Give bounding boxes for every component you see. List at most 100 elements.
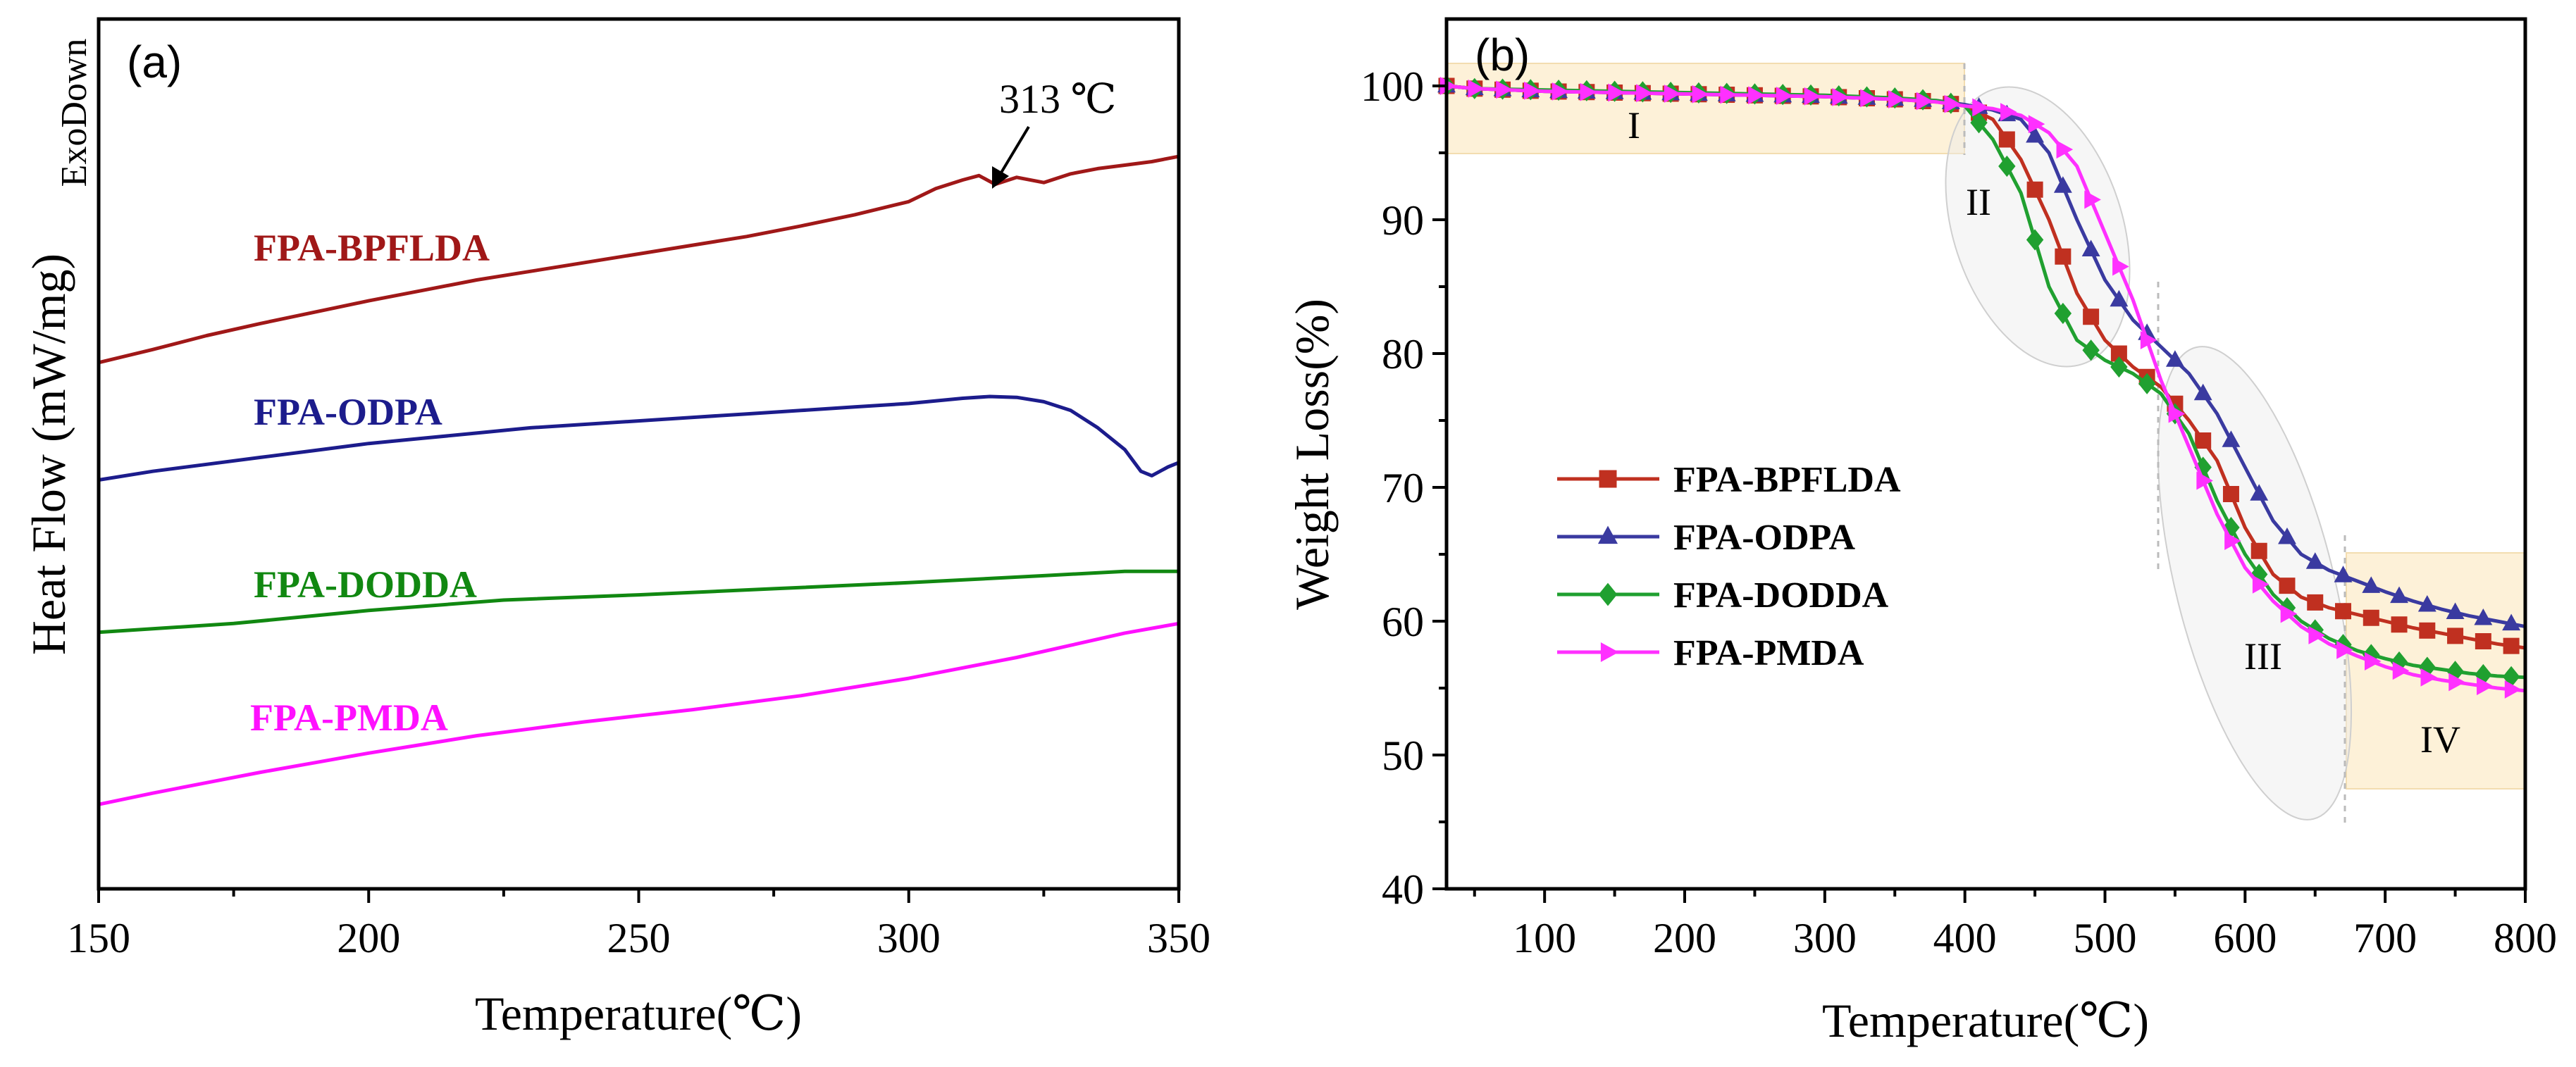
legend-label-fpa-odpa: FPA-ODPA [1673,518,1855,558]
legend-label-fpa-dodda: FPA-DODDA [1673,575,1889,616]
legend-marker-fpa-odpa [1597,525,1618,544]
marker-fpa-bpflda [2279,578,2296,594]
panel-b: 100 200 300 400 500 600 700 800 40 50 60 70 80 90100 … [1285,17,2557,1047]
line-fpa-odpa [98,394,1179,482]
annotation-arrow-shaft [998,125,1030,177]
marker-fpa-odpa [2250,484,2269,501]
marker-fpa-pmda [2084,190,2101,209]
marker-fpa-pmda [2280,604,2298,623]
panel-a-ticks: 150 200 250 300 350 [67,889,1210,961]
annotation-arrow-head [992,166,1009,189]
marker-fpa-bpflda [2363,609,2379,626]
marker-fpa-odpa [2193,383,2212,401]
x-tick-label: 300 [1793,915,1857,961]
marker-fpa-bpflda [1998,131,2015,148]
panel-b-x-axis-title: Temperature(℃) [1822,994,2149,1047]
marker-fpa-pmda [1888,90,1905,108]
marker-fpa-odpa [2474,608,2493,625]
marker-fpa-bpflda [2222,486,2239,502]
marker-fpa-odpa [2081,239,2100,257]
marker-fpa-bpflda [2419,622,2436,639]
y-tick-label: 90 [1382,197,1424,244]
marker-fpa-dodda [2026,229,2044,251]
line-fpa-dodda [98,569,1179,635]
marker-fpa-odpa [2165,350,2184,367]
x-tick-label: 700 [2353,915,2417,961]
annotation-text: 313 ℃ [999,76,1116,122]
y-tick-label: 80 [1382,331,1424,377]
marker-fpa-pmda [2252,575,2270,594]
y-tick-label: 100 [1361,63,1424,110]
marker-fpa-dodda [2082,339,2100,361]
marker-fpa-bpflda [2026,181,2043,198]
series-label-fpa-bpflda: FPA-BPFLDA [254,227,490,269]
marker-fpa-bpflda [2447,628,2464,644]
marker-fpa-odpa [2305,552,2324,569]
marker-fpa-pmda [1972,98,1989,117]
x-tick-label: 200 [1653,915,1716,961]
line-fpa-bpflda [98,154,1179,365]
marker-fpa-pmda [1776,87,1793,106]
marker-fpa-pmda [2196,471,2213,490]
marker-fpa-odpa [2362,576,2381,593]
marker-fpa-pmda [2140,331,2157,349]
marker-fpa-dodda [1970,112,1988,134]
marker-fpa-pmda [1804,87,1821,106]
region-label-iii: III [2244,635,2282,678]
marker-fpa-odpa [2026,126,2045,143]
marker-fpa-odpa [2334,566,2353,582]
marker-fpa-pmda [1636,84,1653,103]
x-tick-label: 150 [67,915,130,961]
marker-fpa-pmda [2420,668,2438,687]
panel-a-y-axis-title: Heat Flow (mW/mg) [22,254,75,655]
marker-fpa-pmda [1496,80,1513,99]
marker-fpa-dodda [2138,373,2156,394]
region-label-iv: IV [2420,718,2460,761]
series-label-fpa-odpa: FPA-ODPA [254,391,442,433]
marker-fpa-bpflda [2391,616,2408,633]
panel-b-label: (b) [1475,30,1530,80]
marker-fpa-pmda [2504,680,2522,699]
marker-fpa-odpa [2222,430,2241,447]
marker-fpa-pmda [2308,626,2325,644]
legend-label-fpa-bpflda: FPA-BPFLDA [1673,460,1901,500]
marker-fpa-bpflda [2195,432,2212,449]
marker-fpa-pmda [2336,640,2353,659]
marker-fpa-odpa [2110,289,2129,307]
marker-fpa-odpa [2417,594,2436,612]
marker-fpa-odpa [2446,602,2465,619]
legend-marker-fpa-pmda [1600,642,1619,663]
marker-fpa-pmda [1692,85,1709,104]
y-tick-label: 70 [1382,465,1424,511]
marker-fpa-pmda [1552,82,1569,101]
marker-fpa-pmda [1832,88,1849,106]
marker-fpa-odpa [2278,528,2296,544]
series-label-fpa-pmda: FPA-PMDA [250,697,448,739]
x-tick-label: 100 [1513,915,1576,961]
y-tick-label: 40 [1382,866,1424,913]
marker-fpa-bpflda [2503,637,2520,654]
legend-label-fpa-pmda: FPA-PMDA [1673,633,1864,673]
marker-fpa-pmda [1720,85,1737,104]
x-tick-label: 250 [607,915,671,961]
panel-b-series-group [1437,75,2526,699]
marker-fpa-pmda [1608,83,1625,102]
x-tick-label: 600 [2213,915,2277,961]
marker-fpa-pmda [1580,82,1597,101]
marker-fpa-dodda [2110,356,2128,378]
marker-fpa-pmda [1523,81,1541,100]
series-label-fpa-dodda: FPA-DODDA [254,563,477,606]
panel-b-legend: FPA-BPFLDA FPA-ODPA FPA-DODDA FPA-PMDA [1557,460,1901,673]
marker-fpa-pmda [1944,94,1962,113]
region-label-ii: II [1966,181,1991,223]
panel-a-x-axis-title: Temperature(℃) [475,987,802,1040]
panel-a-series-group [98,154,1179,806]
marker-fpa-pmda [1664,85,1681,103]
marker-fpa-pmda [2056,140,2074,159]
panel-a-label: (a) [127,37,182,87]
panel-b-ticks: 100 200 300 400 500 600 700 800 40 50 60 70 80 90 100 [1361,63,2557,961]
marker-fpa-pmda [1916,92,1933,111]
marker-fpa-bpflda [2475,633,2491,649]
region-label-i: I [1628,104,1640,146]
